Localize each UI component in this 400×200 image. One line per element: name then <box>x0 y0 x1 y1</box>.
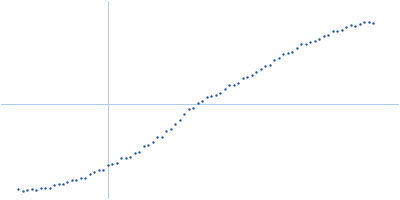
Point <box>181 112 188 115</box>
Point <box>231 83 237 86</box>
Point <box>204 96 210 99</box>
Point <box>73 178 80 181</box>
Point <box>55 182 62 186</box>
Point <box>28 188 35 191</box>
Point <box>15 187 21 190</box>
Point <box>186 108 192 111</box>
Point <box>168 128 174 131</box>
Point <box>24 188 30 192</box>
Point <box>91 171 98 174</box>
Point <box>136 151 143 154</box>
Point <box>19 189 26 192</box>
Point <box>64 181 71 184</box>
Point <box>208 95 215 98</box>
Point <box>267 63 273 66</box>
Point <box>348 24 354 27</box>
Point <box>298 42 304 45</box>
Point <box>159 135 165 138</box>
Point <box>357 22 363 26</box>
Point <box>60 182 66 186</box>
Point <box>285 51 291 55</box>
Point <box>366 21 372 24</box>
Point <box>316 37 322 40</box>
Point <box>271 58 278 61</box>
Point <box>132 152 138 155</box>
Point <box>177 119 183 122</box>
Point <box>370 21 376 24</box>
Point <box>37 187 44 190</box>
Point <box>312 39 318 42</box>
Point <box>100 169 107 172</box>
Point <box>303 42 309 45</box>
Point <box>105 163 111 167</box>
Point <box>118 156 125 160</box>
Point <box>109 163 116 166</box>
Point <box>289 50 296 54</box>
Point <box>199 99 206 102</box>
Point <box>330 30 336 33</box>
Point <box>262 65 268 68</box>
Point <box>222 87 228 91</box>
Point <box>96 169 102 172</box>
Point <box>82 176 89 179</box>
Point <box>213 94 219 97</box>
Point <box>276 56 282 59</box>
Point <box>235 82 242 85</box>
Point <box>145 143 152 147</box>
Point <box>163 129 170 132</box>
Point <box>253 70 260 73</box>
Point <box>78 176 84 180</box>
Point <box>339 28 345 31</box>
Point <box>190 106 197 109</box>
Point <box>249 73 255 76</box>
Point <box>258 67 264 71</box>
Point <box>123 156 129 159</box>
Point <box>325 34 332 37</box>
Point <box>114 161 120 164</box>
Point <box>33 188 39 191</box>
Point <box>172 122 179 126</box>
Point <box>280 52 286 55</box>
Point <box>334 30 340 33</box>
Point <box>46 187 53 190</box>
Point <box>42 186 48 189</box>
Point <box>343 25 350 28</box>
Point <box>127 155 134 158</box>
Point <box>69 179 75 182</box>
Point <box>294 46 300 49</box>
Point <box>217 92 224 95</box>
Point <box>154 136 161 139</box>
Point <box>141 145 147 148</box>
Point <box>87 172 93 175</box>
Point <box>51 183 57 186</box>
Point <box>195 101 201 104</box>
Point <box>361 21 368 24</box>
Point <box>226 83 232 87</box>
Point <box>321 35 327 38</box>
Point <box>240 77 246 80</box>
Point <box>150 141 156 144</box>
Point <box>244 76 250 79</box>
Point <box>307 41 314 44</box>
Point <box>352 24 358 27</box>
